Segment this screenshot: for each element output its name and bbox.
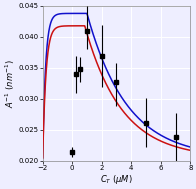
X-axis label: $C_T\ (\mu M)$: $C_T\ (\mu M)$ <box>100 173 133 186</box>
Y-axis label: $A^{-1}\ (nm^{-1})$: $A^{-1}\ (nm^{-1})$ <box>4 59 17 108</box>
